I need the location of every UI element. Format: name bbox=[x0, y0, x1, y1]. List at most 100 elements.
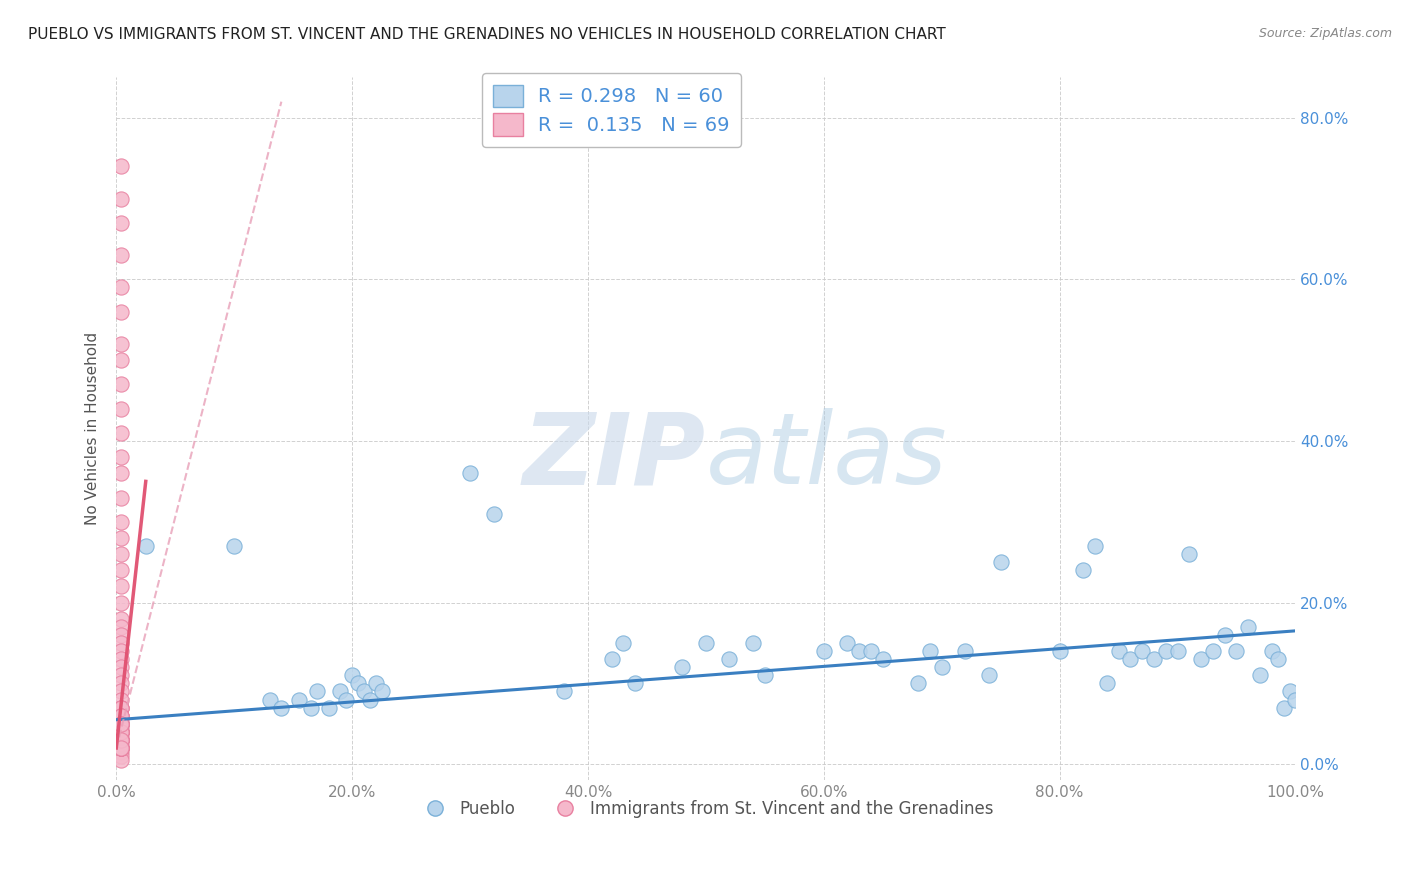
Point bbox=[299, 700, 322, 714]
Text: ZIP: ZIP bbox=[523, 409, 706, 506]
Point bbox=[1249, 668, 1271, 682]
Point bbox=[110, 579, 132, 593]
Point bbox=[110, 337, 132, 351]
Point bbox=[110, 753, 132, 767]
Legend: Pueblo, Immigrants from St. Vincent and the Grenadines: Pueblo, Immigrants from St. Vincent and … bbox=[411, 793, 1001, 825]
Point bbox=[110, 216, 132, 230]
Point bbox=[600, 652, 623, 666]
Point bbox=[110, 724, 132, 739]
Point bbox=[340, 668, 363, 682]
Point bbox=[848, 644, 870, 658]
Point bbox=[990, 555, 1012, 569]
Point bbox=[1119, 652, 1142, 666]
Point bbox=[110, 741, 132, 756]
Point bbox=[1084, 539, 1107, 553]
Point bbox=[110, 729, 132, 743]
Point bbox=[1071, 563, 1094, 577]
Point bbox=[110, 628, 132, 642]
Point bbox=[977, 668, 1000, 682]
Point bbox=[458, 467, 481, 481]
Point bbox=[624, 676, 647, 690]
Point bbox=[1213, 628, 1236, 642]
Point bbox=[110, 612, 132, 626]
Point bbox=[224, 539, 246, 553]
Point bbox=[110, 741, 132, 756]
Point bbox=[359, 692, 381, 706]
Point bbox=[110, 732, 132, 747]
Point bbox=[364, 676, 387, 690]
Point bbox=[318, 700, 340, 714]
Point bbox=[110, 248, 132, 262]
Point bbox=[1237, 620, 1260, 634]
Point bbox=[110, 563, 132, 577]
Point bbox=[1154, 644, 1177, 658]
Point bbox=[110, 159, 132, 173]
Point bbox=[754, 668, 776, 682]
Point bbox=[110, 515, 132, 529]
Point bbox=[1167, 644, 1189, 658]
Point bbox=[353, 684, 375, 698]
Point bbox=[859, 644, 882, 658]
Point bbox=[110, 721, 132, 735]
Point bbox=[110, 732, 132, 747]
Point bbox=[110, 708, 132, 723]
Point bbox=[110, 353, 132, 368]
Point bbox=[110, 280, 132, 294]
Point bbox=[329, 684, 352, 698]
Point bbox=[482, 507, 505, 521]
Point bbox=[110, 652, 132, 666]
Point bbox=[110, 732, 132, 747]
Point bbox=[110, 741, 132, 756]
Point bbox=[110, 708, 132, 723]
Point bbox=[1095, 676, 1118, 690]
Point bbox=[553, 684, 575, 698]
Point bbox=[110, 716, 132, 731]
Point bbox=[1225, 644, 1247, 658]
Point bbox=[1261, 644, 1284, 658]
Point bbox=[110, 531, 132, 545]
Point bbox=[270, 700, 292, 714]
Point bbox=[110, 425, 132, 440]
Point bbox=[110, 596, 132, 610]
Point bbox=[1284, 692, 1306, 706]
Point bbox=[110, 401, 132, 416]
Point bbox=[135, 539, 157, 553]
Point bbox=[347, 676, 370, 690]
Point bbox=[813, 644, 835, 658]
Point bbox=[305, 684, 328, 698]
Point bbox=[837, 636, 859, 650]
Point bbox=[110, 708, 132, 723]
Point bbox=[110, 724, 132, 739]
Point bbox=[110, 304, 132, 318]
Point bbox=[110, 708, 132, 723]
Point bbox=[1189, 652, 1212, 666]
Point bbox=[1049, 644, 1071, 658]
Point bbox=[110, 644, 132, 658]
Text: Source: ZipAtlas.com: Source: ZipAtlas.com bbox=[1258, 27, 1392, 40]
Point bbox=[110, 700, 132, 714]
Point bbox=[110, 713, 132, 727]
Point bbox=[110, 732, 132, 747]
Point bbox=[110, 741, 132, 756]
Point bbox=[955, 644, 977, 658]
Point bbox=[695, 636, 717, 650]
Point bbox=[110, 192, 132, 206]
Point bbox=[110, 700, 132, 714]
Point bbox=[110, 620, 132, 634]
Point bbox=[110, 377, 132, 392]
Point bbox=[1108, 644, 1130, 658]
Point bbox=[110, 741, 132, 756]
Point bbox=[110, 716, 132, 731]
Point bbox=[1267, 652, 1289, 666]
Point bbox=[671, 660, 693, 674]
Point bbox=[110, 716, 132, 731]
Point bbox=[612, 636, 634, 650]
Point bbox=[110, 668, 132, 682]
Point bbox=[110, 716, 132, 731]
Point bbox=[259, 692, 281, 706]
Point bbox=[110, 724, 132, 739]
Point bbox=[110, 716, 132, 731]
Point bbox=[110, 724, 132, 739]
Point bbox=[931, 660, 953, 674]
Point bbox=[335, 692, 357, 706]
